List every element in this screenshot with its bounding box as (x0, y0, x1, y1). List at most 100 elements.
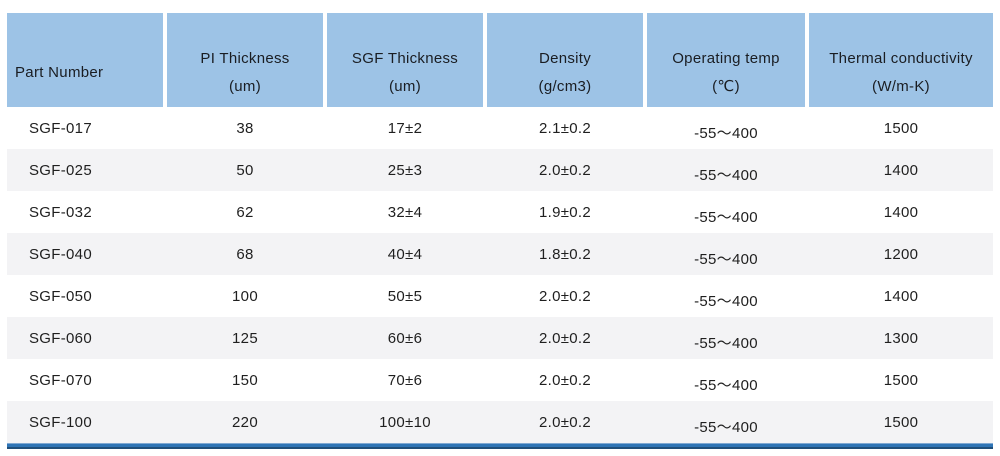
cell-value: 62 (236, 203, 254, 221)
cell-part-number: SGF-070 (7, 359, 163, 401)
cell-pi-thickness: 100 (167, 275, 323, 317)
cell-value: SGF-100 (29, 413, 92, 431)
table-header-row: Part Number PI Thickness (um) SGF Thickne… (7, 13, 993, 107)
cell-value: 32±4 (387, 203, 423, 221)
cell-value: 60±6 (387, 329, 423, 347)
cell-value: 1400 (883, 287, 919, 305)
table-row: SGF-017 38 17±2 2.1±0.2 -55～400 1500 (7, 107, 993, 149)
cell-density: 2.0±0.2 (487, 275, 643, 317)
cell-density: 2.0±0.2 (487, 401, 643, 443)
table-row: SGF-070 150 70±6 2.0±0.2 -55～400 1500 (7, 359, 993, 401)
column-header-thermal-conductivity: Thermal conductivity (W/m-K) (809, 13, 993, 107)
cell-value: 1300 (883, 329, 919, 347)
cell-sgf-thickness: 70±6 (327, 359, 483, 401)
cell-sgf-thickness: 32±4 (327, 191, 483, 233)
cell-density: 2.0±0.2 (487, 149, 643, 191)
cell-value: 150 (232, 371, 258, 389)
cell-value: SGF-032 (29, 203, 92, 221)
table-bottom-rule (7, 443, 993, 449)
column-header-operating-temp: Operating temp (℃) (647, 13, 805, 107)
cell-value: 50±5 (387, 287, 423, 305)
cell-thermal-conductivity: 1300 (809, 317, 993, 359)
column-header-label: SGF Thickness (351, 50, 459, 67)
column-header-sgf-thickness: SGF Thickness (um) (327, 13, 483, 107)
cell-density: 2.0±0.2 (487, 359, 643, 401)
cell-value: SGF-040 (29, 245, 92, 263)
column-header-label: Density (538, 50, 592, 67)
table-row: SGF-040 68 40±4 1.8±0.2 -55～400 1200 (7, 233, 993, 275)
cell-value: -55～400 (694, 124, 758, 142)
cell-thermal-conductivity: 1500 (809, 107, 993, 149)
cell-value: 2.0±0.2 (538, 413, 592, 431)
cell-pi-thickness: 68 (167, 233, 323, 275)
cell-part-number: SGF-060 (7, 317, 163, 359)
column-header-unit: (um) (228, 78, 262, 95)
cell-value: 68 (236, 245, 254, 263)
table-body: SGF-017 38 17±2 2.1±0.2 -55～400 1500 SGF-025 50… (7, 107, 993, 443)
column-header-unit: (℃) (712, 78, 740, 95)
cell-value: 70±6 (387, 371, 423, 389)
cell-pi-thickness: 150 (167, 359, 323, 401)
cell-value: 2.1±0.2 (538, 119, 592, 137)
cell-sgf-thickness: 60±6 (327, 317, 483, 359)
cell-value: 2.0±0.2 (538, 371, 592, 389)
cell-value: 1400 (883, 161, 919, 179)
cell-operating-temp: -55～400 (647, 401, 805, 443)
cell-pi-thickness: 220 (167, 401, 323, 443)
cell-sgf-thickness: 100±10 (327, 401, 483, 443)
cell-density: 1.9±0.2 (487, 191, 643, 233)
cell-thermal-conductivity: 1400 (809, 191, 993, 233)
cell-value: -55～400 (694, 376, 758, 394)
cell-value: 40±4 (387, 245, 423, 263)
cell-value: 1.8±0.2 (538, 245, 592, 263)
cell-operating-temp: -55～400 (647, 107, 805, 149)
cell-value: -55～400 (694, 418, 758, 436)
cell-pi-thickness: 125 (167, 317, 323, 359)
cell-sgf-thickness: 50±5 (327, 275, 483, 317)
cell-value: -55～400 (694, 292, 758, 310)
cell-value: 50 (236, 161, 254, 179)
cell-value: 1500 (883, 371, 919, 389)
column-header-label: Part Number (15, 64, 104, 81)
cell-density: 2.1±0.2 (487, 107, 643, 149)
column-header-unit: (g/cm3) (538, 78, 592, 95)
cell-value: 1.9±0.2 (538, 203, 592, 221)
column-header-unit: (W/m-K) (872, 78, 930, 95)
cell-operating-temp: -55～400 (647, 233, 805, 275)
product-spec-table: Part Number PI Thickness (um) SGF Thickne… (7, 13, 993, 449)
cell-value: 2.0±0.2 (538, 329, 592, 347)
cell-thermal-conductivity: 1200 (809, 233, 993, 275)
cell-value: 125 (232, 329, 258, 347)
cell-value: 220 (232, 413, 258, 431)
cell-density: 1.8±0.2 (487, 233, 643, 275)
cell-value: 2.0±0.2 (538, 287, 592, 305)
cell-operating-temp: -55～400 (647, 149, 805, 191)
cell-operating-temp: -55～400 (647, 275, 805, 317)
table-row: SGF-032 62 32±4 1.9±0.2 -55～400 1400 (7, 191, 993, 233)
cell-value: 1400 (883, 203, 919, 221)
cell-part-number: SGF-032 (7, 191, 163, 233)
table-row: SGF-050 100 50±5 2.0±0.2 -55～400 1400 (7, 275, 993, 317)
column-header-label: Thermal conductivity (829, 50, 973, 67)
column-header-pi-thickness: PI Thickness (um) (167, 13, 323, 107)
table-row: SGF-025 50 25±3 2.0±0.2 -55～400 1400 (7, 149, 993, 191)
cell-value: 1500 (883, 119, 919, 137)
cell-part-number: SGF-050 (7, 275, 163, 317)
cell-value: SGF-025 (29, 161, 92, 179)
cell-thermal-conductivity: 1500 (809, 401, 993, 443)
column-header-label: Operating temp (672, 50, 780, 67)
cell-pi-thickness: 50 (167, 149, 323, 191)
cell-sgf-thickness: 25±3 (327, 149, 483, 191)
cell-operating-temp: -55～400 (647, 191, 805, 233)
cell-operating-temp: -55～400 (647, 359, 805, 401)
column-header-part-number: Part Number (7, 13, 163, 107)
cell-part-number: SGF-040 (7, 233, 163, 275)
cell-operating-temp: -55～400 (647, 317, 805, 359)
cell-value: 100±10 (379, 413, 431, 431)
cell-pi-thickness: 38 (167, 107, 323, 149)
cell-thermal-conductivity: 1500 (809, 359, 993, 401)
cell-thermal-conductivity: 1400 (809, 275, 993, 317)
cell-value: SGF-050 (29, 287, 92, 305)
table-row: SGF-060 125 60±6 2.0±0.2 -55～400 1300 (7, 317, 993, 359)
cell-density: 2.0±0.2 (487, 317, 643, 359)
